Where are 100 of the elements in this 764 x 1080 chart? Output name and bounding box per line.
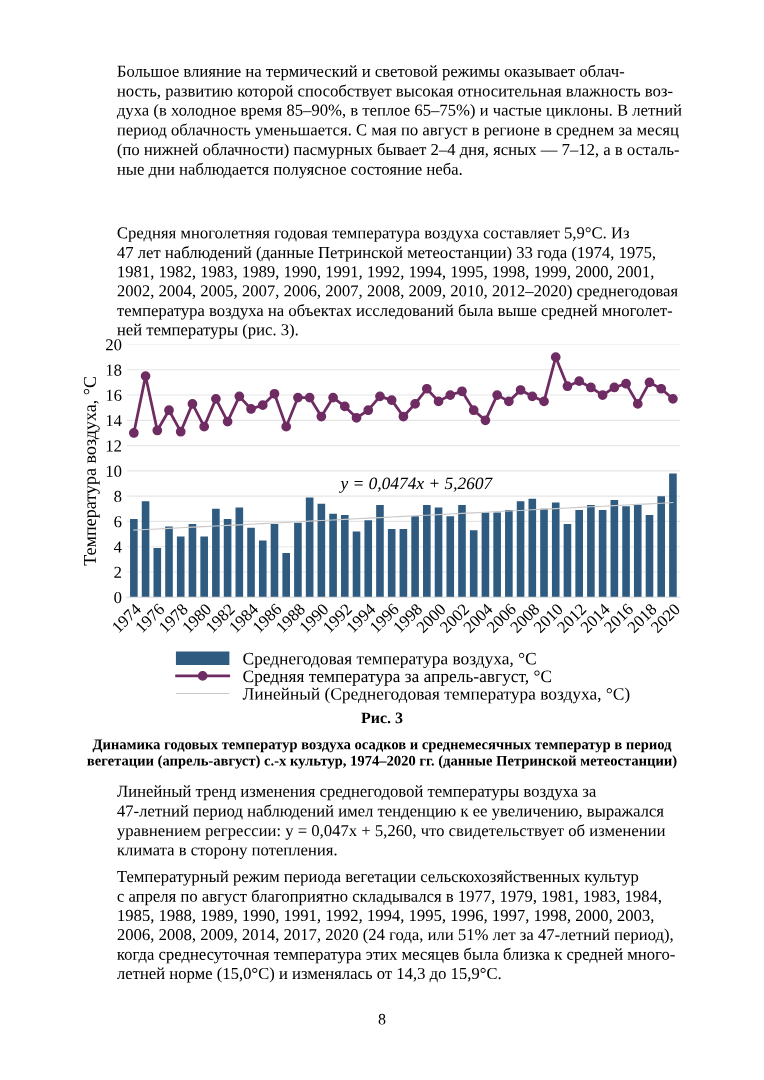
y-tick-label: 12 (106, 440, 122, 452)
point (621, 378, 631, 389)
bar (493, 512, 501, 598)
bar (305, 497, 314, 598)
point (246, 404, 256, 414)
point (234, 391, 245, 402)
bar (598, 510, 607, 598)
point (421, 383, 432, 394)
bar (294, 522, 302, 598)
point (597, 390, 608, 400)
bar (645, 515, 654, 598)
y-tick-label: 20 (106, 339, 122, 351)
point (632, 399, 643, 409)
bar (270, 523, 279, 598)
bar (364, 520, 373, 598)
point (550, 352, 561, 363)
y-tick-label: 2 (114, 566, 122, 578)
point (175, 426, 186, 437)
bar (528, 498, 537, 598)
point (492, 390, 503, 400)
bar (551, 502, 560, 598)
point (656, 383, 667, 394)
y-tick-label: 18 (106, 364, 122, 376)
bar (317, 503, 326, 598)
bar (610, 499, 619, 598)
bar (258, 540, 267, 598)
point (644, 377, 655, 388)
bar (411, 516, 419, 598)
bar (282, 553, 291, 598)
text: 8 (378, 1013, 386, 1025)
bar (481, 512, 490, 598)
y-tick-label: 0 (114, 591, 122, 604)
point (586, 382, 596, 393)
y-tick-label: 4 (113, 541, 122, 553)
point (363, 405, 374, 416)
legend-label: Средняя температура за апрель-август, °С (243, 670, 552, 686)
point (128, 428, 139, 438)
bar (376, 505, 384, 598)
bar (352, 531, 361, 598)
point (527, 391, 538, 402)
point (304, 392, 315, 403)
legend-label: Линейный (Среднегодовая температура воздуха, °С) (242, 687, 630, 704)
bar (399, 529, 408, 598)
bar (622, 506, 630, 598)
point (504, 396, 514, 407)
point (257, 400, 268, 411)
bar (130, 518, 138, 598)
point (410, 399, 420, 409)
bar (587, 505, 595, 598)
point (140, 371, 151, 381)
bar (188, 523, 197, 598)
point (539, 396, 549, 407)
y-tick-label: 8 (114, 490, 122, 503)
bar (153, 547, 162, 598)
bar (176, 536, 185, 598)
text: Температурный режим периода вегетации сельскохозяйственных культур с апреля по август благоприятно складывался в 1977, 1979, 1981, 1983, 1984, 1985, 1988, 1989, 1990, 1991, 1992, 1994, 1995, 1996, 1997, 1998, 2000, 2003, 2006, 2008, 2009, 2014, 2017, 2020 (24 года, или 51% лет за 47-летний период), когда среднесуточная температура этих месяцев была близка к средней много- летней норме (15,0°С) и изменялась от 14,3 до 15,9°С. (117, 870, 675, 983)
text: Рис. 3 (361, 712, 403, 724)
y-tick-label: 6 (114, 516, 122, 528)
text: Динамика годовых температур воздуха осадков и среднемесячных температур в период вегетации (апрель-август) с.-х культур, 1974–2020 гг. (данные Петринской метеостанции) (87, 739, 677, 769)
point (316, 411, 327, 422)
annotation: y = 0,0474x + 5,2607 (339, 477, 493, 493)
y-tick-label: 14 (106, 415, 122, 427)
point (339, 401, 350, 412)
point (445, 390, 456, 400)
bar (387, 529, 396, 598)
point (375, 391, 385, 402)
bar (458, 505, 466, 598)
text: Линейный тренд изменения среднегодовой температуры воздуха за 47-летний период наблюдений имел тенденцию к ее увеличению, выражался уравнением регрессии: y = 0,047x + 5,260, что свидетельствует об изменении климата в сторону потепления. (117, 785, 666, 859)
bar (340, 515, 349, 598)
bar (575, 510, 583, 598)
point (187, 399, 198, 409)
bar (505, 510, 513, 598)
y-tick-label: 10 (106, 465, 122, 477)
legend-label: Среднегодовая температура воздуха, °С (243, 652, 536, 669)
bar (516, 501, 525, 598)
bar (212, 508, 220, 598)
point (468, 405, 479, 416)
point (351, 412, 362, 423)
point (433, 396, 444, 407)
bar (223, 518, 232, 598)
line-series (133, 502, 674, 531)
point (398, 411, 409, 422)
point (668, 393, 678, 404)
bar (200, 536, 208, 598)
bar (540, 508, 548, 598)
bar (669, 473, 677, 598)
point (164, 405, 174, 416)
bar (446, 516, 455, 598)
point (293, 392, 303, 403)
text: Средняя многолетняя годовая температура воздуха составляет 5,9°С. Из 47 лет наблюдений (данные Петринской метеостанции) 33 года (1974, 1975, 1981, 1982, 1983, 1989, 1990, 1991, 1992, 1994, 1995, 1998, 1999, 2000, 2001, 2002, 2004, 2005, 2007, 2006, 2007, 2008, 2009, 2010, 2012–2020) среднегодовая температура воздуха на объектах исследований была выше средней многолет- ней температуры (рис. 3). (117, 227, 678, 339)
point (211, 393, 221, 404)
point (328, 392, 338, 403)
bar (423, 505, 431, 598)
point (269, 388, 280, 399)
bar (141, 501, 150, 598)
bar (633, 505, 642, 598)
bar (247, 527, 255, 598)
bar (469, 530, 478, 598)
y-axis-title: Температура воздуха, °С (83, 376, 100, 566)
bar (563, 523, 572, 598)
